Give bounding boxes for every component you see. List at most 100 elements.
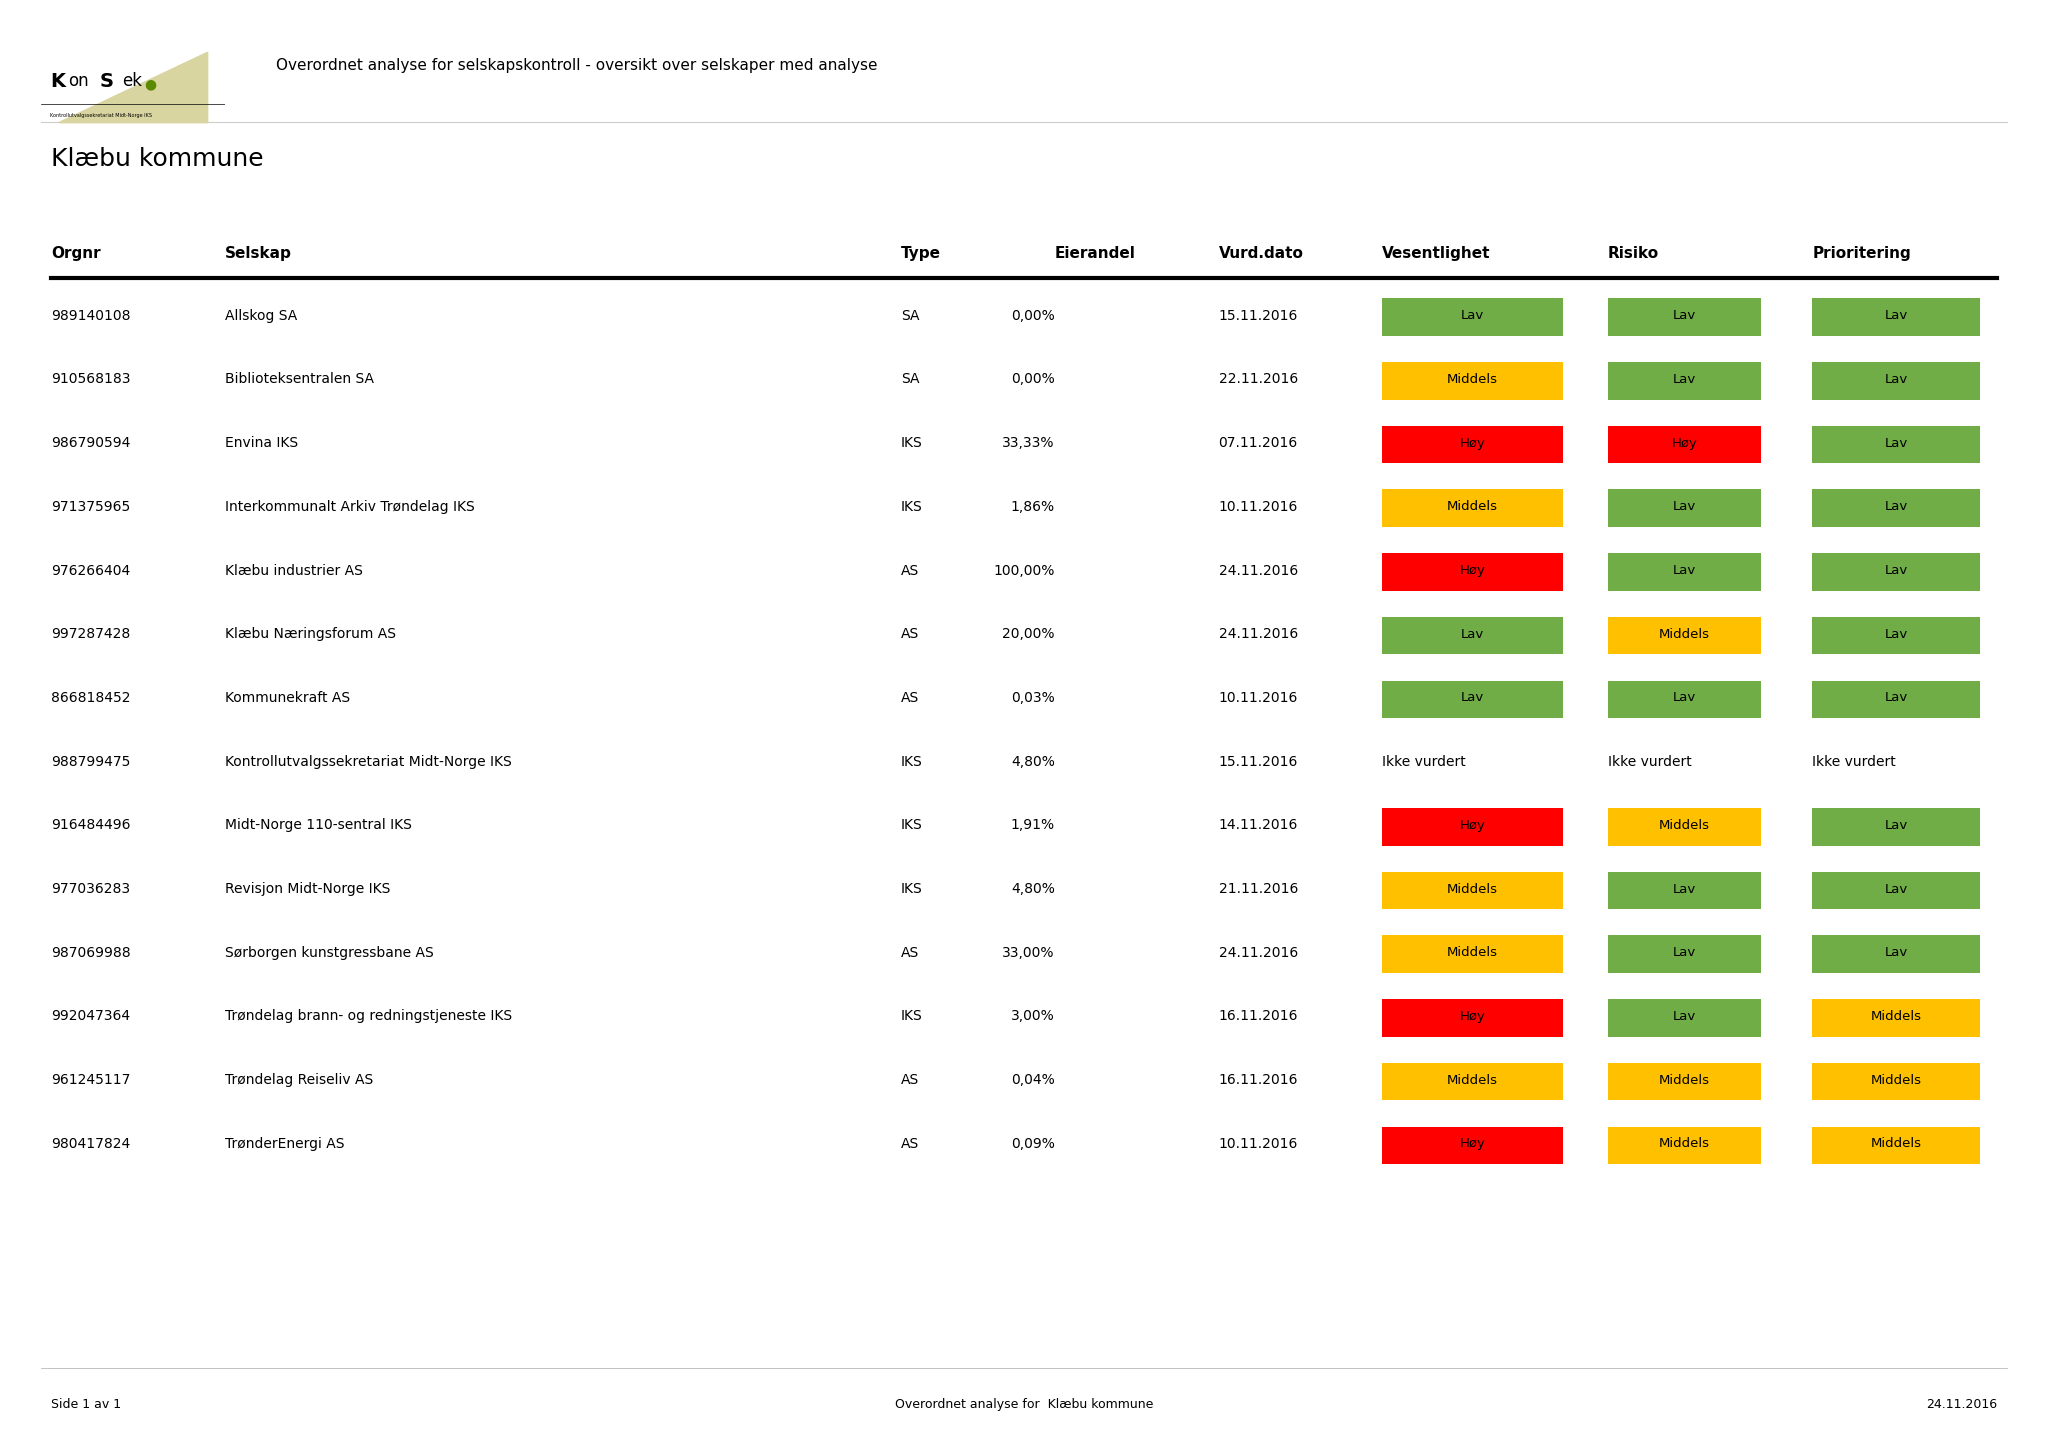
Text: Lav: Lav [1884,501,1909,513]
Polygon shape [59,52,207,122]
FancyBboxPatch shape [1608,681,1761,718]
FancyBboxPatch shape [1812,935,1980,973]
Text: Envina IKS: Envina IKS [225,436,299,450]
FancyBboxPatch shape [1608,935,1761,973]
Text: AS: AS [901,1137,920,1151]
Text: 10.11.2016: 10.11.2016 [1219,1137,1298,1151]
FancyBboxPatch shape [1382,1127,1563,1164]
Text: Klæbu kommune: Klæbu kommune [51,148,264,171]
Text: Lav: Lav [1673,1011,1696,1022]
FancyBboxPatch shape [1382,489,1563,527]
Text: 961245117: 961245117 [51,1073,131,1087]
Text: Orgnr: Orgnr [51,246,100,261]
FancyBboxPatch shape [1382,872,1563,909]
FancyBboxPatch shape [1382,426,1563,463]
Text: Høy: Høy [1671,437,1698,449]
Text: 4,80%: 4,80% [1012,754,1055,769]
Text: Lav: Lav [1884,820,1909,831]
FancyBboxPatch shape [1608,617,1761,654]
Text: 14.11.2016: 14.11.2016 [1219,818,1298,833]
FancyBboxPatch shape [1382,999,1563,1037]
Text: Vurd.dato: Vurd.dato [1219,246,1303,261]
Text: 15.11.2016: 15.11.2016 [1219,754,1298,769]
Text: 989140108: 989140108 [51,308,131,323]
FancyBboxPatch shape [1382,553,1563,591]
Text: IKS: IKS [901,882,924,896]
Text: Kontrollutvalgssekretariat Midt-Norge IKS: Kontrollutvalgssekretariat Midt-Norge IK… [225,754,512,769]
FancyBboxPatch shape [1382,362,1563,400]
Text: ●: ● [143,78,156,91]
Text: 987069988: 987069988 [51,946,131,960]
Text: on: on [70,72,90,90]
Text: 977036283: 977036283 [51,882,131,896]
Text: 10.11.2016: 10.11.2016 [1219,500,1298,514]
Text: IKS: IKS [901,818,924,833]
FancyBboxPatch shape [1812,553,1980,591]
Text: 33,00%: 33,00% [1001,946,1055,960]
Text: 22.11.2016: 22.11.2016 [1219,372,1298,387]
Text: Lav: Lav [1673,692,1696,704]
Text: Kommunekraft AS: Kommunekraft AS [225,691,350,705]
Text: Ikke vurdert: Ikke vurdert [1382,754,1466,769]
FancyBboxPatch shape [1812,808,1980,846]
FancyBboxPatch shape [1812,489,1980,527]
Text: 21.11.2016: 21.11.2016 [1219,882,1298,896]
Text: IKS: IKS [901,754,924,769]
Text: Klæbu industrier AS: Klæbu industrier AS [225,563,362,578]
Text: Vesentlighet: Vesentlighet [1382,246,1491,261]
Text: ek: ek [123,72,141,90]
Text: Overordnet analyse for  Klæbu kommune: Overordnet analyse for Klæbu kommune [895,1399,1153,1410]
Text: Middels: Middels [1448,947,1497,959]
Text: Lav: Lav [1884,374,1909,385]
Text: 0,00%: 0,00% [1012,372,1055,387]
Text: AS: AS [901,627,920,641]
Text: Middels: Middels [1659,1074,1710,1086]
Text: 910568183: 910568183 [51,372,131,387]
Text: Lav: Lav [1884,565,1909,576]
Text: Revisjon Midt-Norge IKS: Revisjon Midt-Norge IKS [225,882,391,896]
FancyBboxPatch shape [1608,808,1761,846]
FancyBboxPatch shape [1812,872,1980,909]
Text: Høy: Høy [1460,1011,1485,1022]
Text: IKS: IKS [901,436,924,450]
Text: Høy: Høy [1460,1138,1485,1150]
Text: Sørborgen kunstgressbane AS: Sørborgen kunstgressbane AS [225,946,434,960]
Text: Lav: Lav [1884,437,1909,449]
Text: Type: Type [901,246,942,261]
Text: 24.11.2016: 24.11.2016 [1219,627,1298,641]
Text: 1,91%: 1,91% [1010,818,1055,833]
Text: 0,09%: 0,09% [1012,1137,1055,1151]
FancyBboxPatch shape [1608,999,1761,1037]
FancyBboxPatch shape [1608,362,1761,400]
Text: Middels: Middels [1448,883,1497,895]
Text: 16.11.2016: 16.11.2016 [1219,1009,1298,1024]
Text: Allskog SA: Allskog SA [225,308,297,323]
Text: 4,80%: 4,80% [1012,882,1055,896]
Text: Lav: Lav [1884,310,1909,321]
Text: Høy: Høy [1460,565,1485,576]
Text: S: S [100,71,115,91]
Text: 866818452: 866818452 [51,691,131,705]
Text: Lav: Lav [1673,883,1696,895]
Text: Lav: Lav [1673,501,1696,513]
FancyBboxPatch shape [1382,617,1563,654]
FancyBboxPatch shape [1812,1127,1980,1164]
Text: 988799475: 988799475 [51,754,131,769]
Text: Ikke vurdert: Ikke vurdert [1608,754,1692,769]
Text: 16.11.2016: 16.11.2016 [1219,1073,1298,1087]
Text: 24.11.2016: 24.11.2016 [1925,1399,1997,1410]
Text: Middels: Middels [1448,501,1497,513]
Text: Lav: Lav [1460,310,1485,321]
FancyBboxPatch shape [1608,553,1761,591]
FancyBboxPatch shape [1812,617,1980,654]
Text: 20,00%: 20,00% [1001,627,1055,641]
Text: Trøndelag Reiseliv AS: Trøndelag Reiseliv AS [225,1073,373,1087]
Text: 0,03%: 0,03% [1012,691,1055,705]
Text: Lav: Lav [1673,565,1696,576]
Text: Klæbu Næringsforum AS: Klæbu Næringsforum AS [225,627,395,641]
Text: 971375965: 971375965 [51,500,131,514]
Text: 15.11.2016: 15.11.2016 [1219,308,1298,323]
FancyBboxPatch shape [1812,426,1980,463]
Text: Middels: Middels [1872,1074,1921,1086]
Text: Trøndelag brann- og redningstjeneste IKS: Trøndelag brann- og redningstjeneste IKS [225,1009,512,1024]
